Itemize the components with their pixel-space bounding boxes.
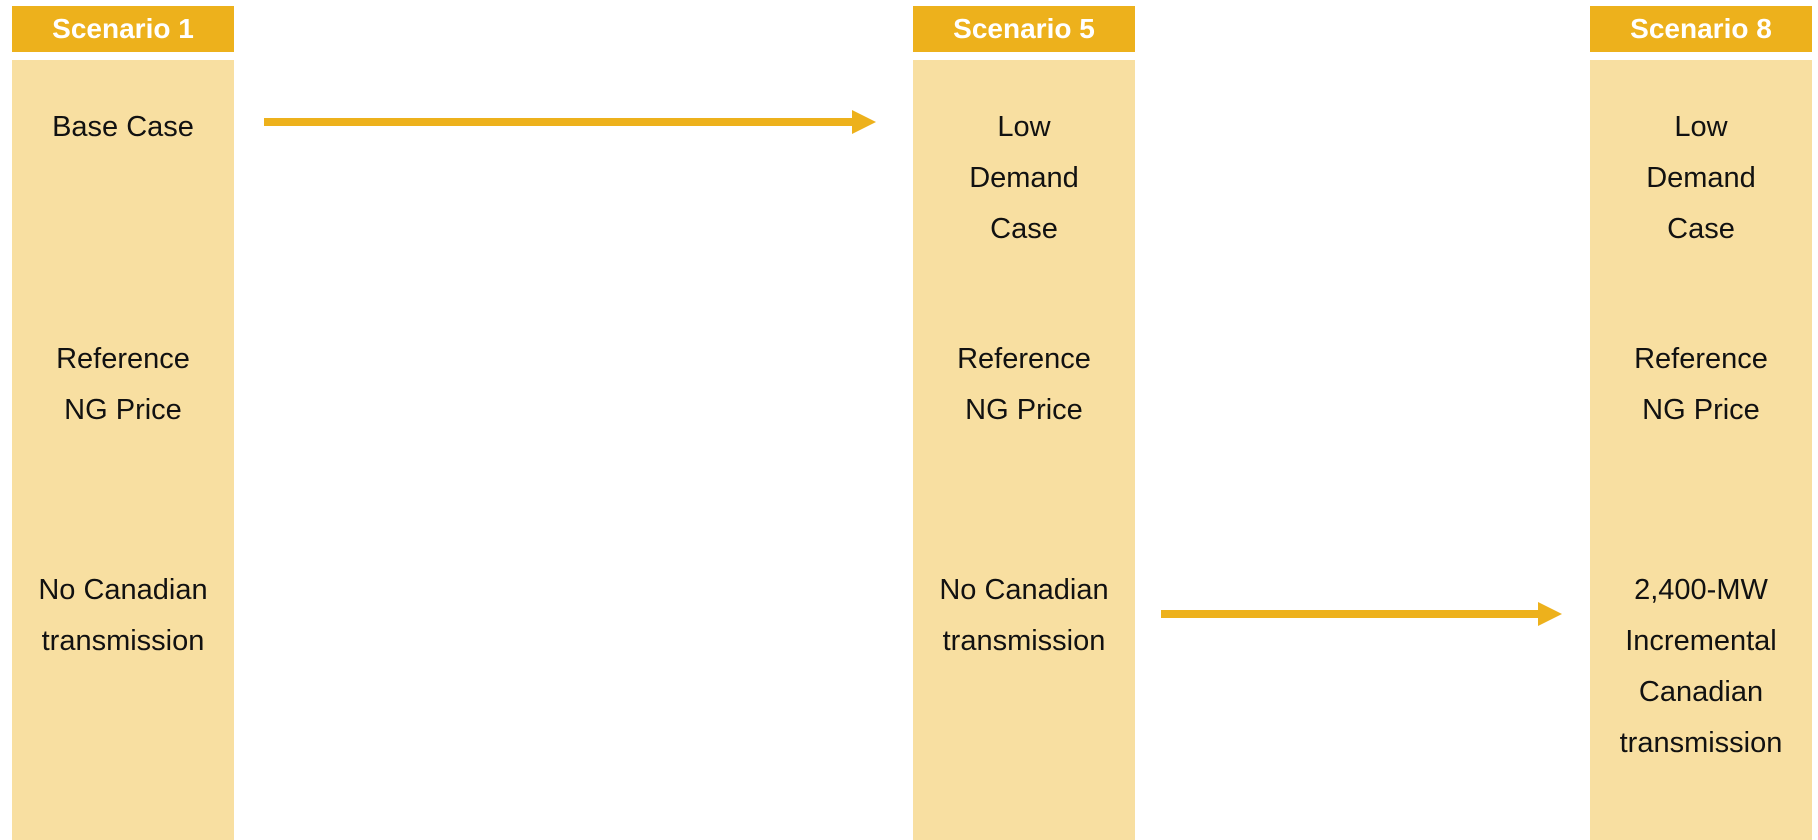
cell-text: NG Price	[1642, 394, 1760, 426]
scenario-body: Base Case Reference NG Price No Canadian tra…	[12, 60, 234, 840]
arrow-head	[852, 110, 876, 134]
scenario-cell: Base Case	[12, 102, 234, 153]
scenario-body: Low Demand Case Reference NG Price 2,400-MW In…	[1590, 60, 1812, 840]
scenario-column: Scenario 1 Base Case Reference NG Price No C…	[12, 6, 234, 840]
scenario-column: Scenario 5 Low Demand Case Reference NG Price…	[913, 6, 1135, 840]
cell-text: Reference	[56, 343, 190, 375]
cell-text: Low	[1674, 111, 1728, 143]
cell-text: transmission	[41, 625, 205, 657]
cell-text: Reference	[957, 343, 1091, 375]
scenario-cell: Reference NG Price	[1590, 334, 1812, 436]
scenario-header: Scenario 1	[12, 6, 234, 52]
cell-text: Demand	[1646, 162, 1756, 194]
cell-text: Reference	[1634, 343, 1768, 375]
arrow-head	[1538, 602, 1562, 626]
cell-text: Base Case	[52, 111, 194, 143]
cell-text: NG Price	[965, 394, 1083, 426]
scenario-cell: No Canadian transmission	[913, 565, 1135, 667]
cell-text: No Canadian	[939, 574, 1109, 606]
scenario-cell: 2,400-MW Incremental Canadian transmission	[1590, 565, 1812, 769]
cell-text: transmission	[1619, 727, 1783, 759]
cell-text: 2,400-MW	[1634, 574, 1768, 606]
scenario-cell: Low Demand Case	[913, 102, 1135, 255]
scenario-header: Scenario 8	[1590, 6, 1812, 52]
scenario-cell: No Canadian transmission	[12, 565, 234, 667]
scenario-cell: Low Demand Case	[1590, 102, 1812, 255]
scenario-column: Scenario 8 Low Demand Case Reference NG Price…	[1590, 6, 1812, 840]
cell-text: Case	[1667, 213, 1735, 245]
cell-text: Incremental	[1625, 625, 1777, 657]
cell-text: transmission	[942, 625, 1106, 657]
arrow	[264, 110, 876, 134]
scenario-body: Low Demand Case Reference NG Price No Canadia…	[913, 60, 1135, 840]
cell-text: Canadian	[1638, 676, 1764, 708]
cell-text: NG Price	[64, 394, 182, 426]
cell-text: Demand	[969, 162, 1079, 194]
cell-text: Case	[990, 213, 1058, 245]
scenario-header: Scenario 5	[913, 6, 1135, 52]
cell-text: Low	[997, 111, 1051, 143]
scenario-cell: Reference NG Price	[913, 334, 1135, 436]
scenario-cell: Reference NG Price	[12, 334, 234, 436]
cell-text: No Canadian	[38, 574, 208, 606]
arrow	[1161, 602, 1562, 626]
